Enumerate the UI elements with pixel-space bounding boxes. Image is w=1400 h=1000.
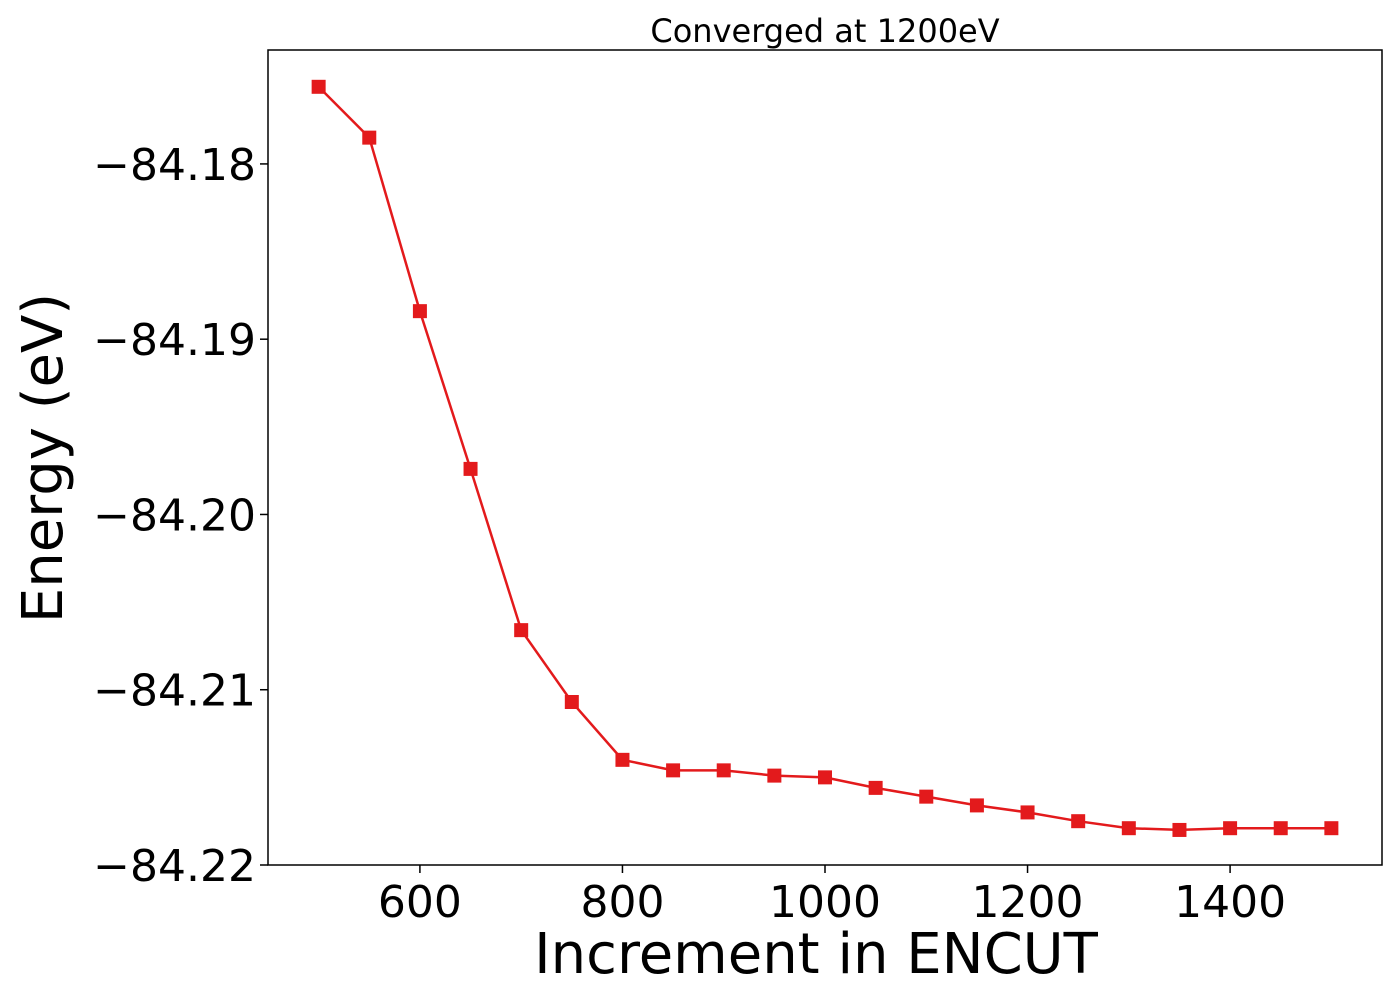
series-line — [317, 85, 1332, 832]
y-axis-label: Energy (eV) — [11, 293, 76, 623]
data-point — [969, 798, 984, 813]
data-point — [1223, 821, 1238, 836]
x-axis-label: Increment in ENCUT — [534, 922, 1099, 987]
x-tick-label: 1200 — [972, 877, 1084, 928]
data-point — [919, 789, 934, 804]
data-point — [666, 763, 681, 778]
y-tick-label: −84.20 — [93, 490, 256, 541]
series-group — [311, 79, 1339, 837]
x-tick-label: 800 — [580, 877, 664, 928]
data-point — [1172, 822, 1187, 837]
y-tick-label: −84.19 — [93, 315, 256, 366]
data-point — [362, 130, 377, 145]
data-point — [564, 695, 579, 709]
data-point — [767, 768, 782, 783]
data-point — [1121, 821, 1136, 836]
data-point — [716, 763, 731, 778]
data-point — [868, 780, 883, 795]
ticks: 600 800 1000 1200 1400 −84.18 −84.19 −84.20 −84.… — [93, 140, 1286, 928]
data-point — [463, 461, 478, 476]
data-point — [615, 752, 630, 767]
plot-frame — [267, 49, 1383, 866]
data-point — [514, 623, 529, 638]
data-point — [1020, 805, 1035, 820]
y-tick-label: −84.21 — [93, 666, 256, 717]
y-tick-label: −84.18 — [93, 140, 256, 191]
x-tick-label: 1400 — [1174, 877, 1286, 928]
data-point — [1273, 821, 1288, 836]
data-point — [1324, 821, 1339, 836]
y-tick-label: −84.22 — [93, 841, 256, 892]
data-point — [412, 304, 427, 319]
x-tick-label: 600 — [378, 877, 462, 928]
data-point — [818, 770, 832, 785]
x-tick-label: 1000 — [769, 877, 881, 928]
chart-title: Converged at 1200eV — [650, 12, 999, 50]
data-point — [311, 79, 326, 94]
data-point — [1071, 814, 1086, 829]
